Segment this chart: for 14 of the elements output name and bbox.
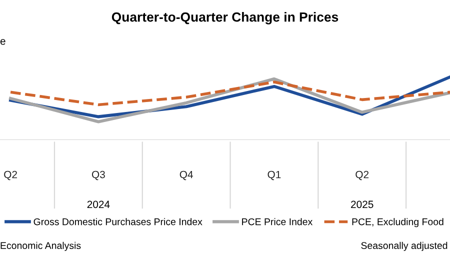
legend-label: Gross Domestic Purchases Price Index [34,218,202,226]
text: Economic Analysis [0,242,81,251]
chart-title: Quarter-to-Quarter Change in Prices [112,12,338,24]
x-tick-label: Q1 [268,170,281,180]
text: 2025 [351,200,374,208]
y-axis-title: e [0,39,6,45]
x-tick-label: Q2 [4,170,17,180]
x-tick-label: Q3 [92,170,105,180]
x-tick-label: Q2 [356,170,369,180]
legend-label: PCE, Excluding Food [352,218,444,228]
legend-label: PCE Price Index [242,218,313,226]
text: 2024 [87,200,110,208]
x-tick-label: Q4 [180,170,193,180]
text: Seasonally adjusted [361,242,448,251]
